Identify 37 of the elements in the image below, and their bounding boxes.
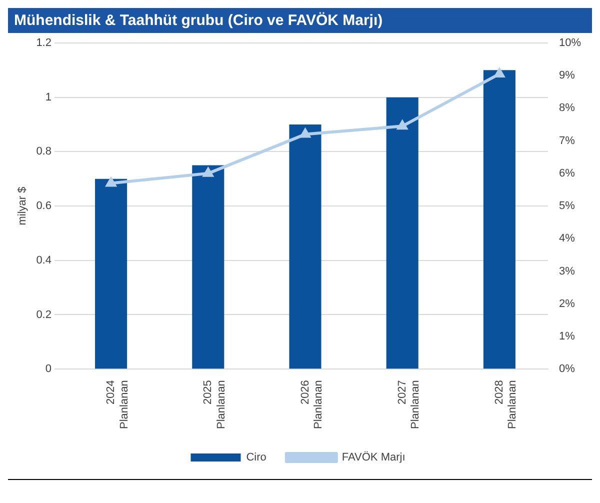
y-tick-label: 0.8 — [36, 146, 52, 158]
y-tick-label: 0 — [45, 363, 52, 376]
legend-label: Ciro — [246, 452, 266, 464]
y2-tick-label: 1% — [558, 330, 576, 342]
y2-tick-label: 8% — [558, 102, 576, 114]
y2-tick-label: 2% — [558, 298, 576, 310]
y2-tick-label: 7% — [558, 134, 576, 147]
bar — [386, 97, 418, 369]
y-axis-title: milyar $ — [16, 186, 29, 226]
x-tick-label: 2027 Planlanan — [396, 380, 422, 430]
y-tick-label: 1.2 — [36, 37, 52, 50]
y2-tick-label: 5% — [558, 200, 576, 212]
y-tick-label: 0.6 — [36, 200, 52, 212]
point — [106, 178, 116, 187]
x-tick-label: 2028 Planlanan — [493, 380, 519, 430]
y2-tick-label: 6% — [558, 167, 576, 180]
y2-tick-label: 0% — [558, 363, 576, 376]
point — [300, 128, 310, 138]
y-tick-label: 1 — [45, 91, 52, 104]
bar — [95, 178, 128, 369]
y2-tick-label: 9% — [558, 70, 576, 82]
y2-tick-label: 3% — [558, 265, 576, 278]
legend-label: FAVÖK Marjı — [342, 450, 406, 464]
y-tick-label: 0.2 — [36, 308, 52, 321]
bar — [483, 70, 516, 369]
chart-title: Mühendislik & Taahhüt grubu (Ciro ve FAVÖK Marjı) — [8, 8, 592, 33]
y2-tick-label: 10% — [558, 37, 582, 50]
point — [494, 68, 504, 78]
x-tick-label: 2026 Planlanan — [299, 380, 324, 430]
y2-tick-label: 4% — [558, 232, 576, 245]
y-tick-label: 0.4 — [36, 254, 52, 266]
point — [397, 120, 408, 130]
point — [203, 168, 214, 177]
x-tick-label: 2025 Planlanan — [202, 380, 228, 430]
bar — [289, 124, 322, 369]
bar — [192, 165, 224, 369]
x-tick-label: 2024 Planlanan — [105, 380, 130, 430]
